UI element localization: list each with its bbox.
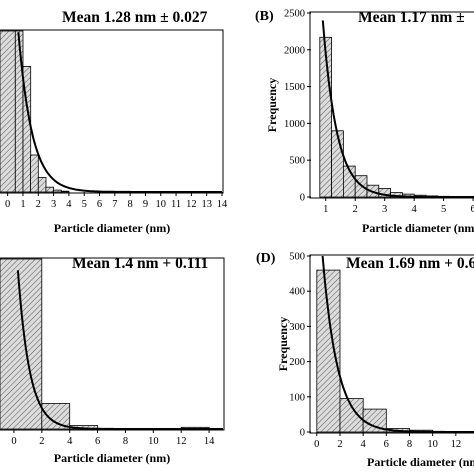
- histogram-bar: [30, 154, 39, 193]
- x-tick-label: 4: [66, 199, 72, 210]
- panel-b-bars: [319, 36, 462, 198]
- panel-a-title: Mean 1.28 nm ± 0.027: [62, 9, 208, 26]
- histogram-bar: [339, 398, 364, 433]
- y-tick-label: 1500: [284, 82, 305, 93]
- x-tick-label: 5: [441, 204, 446, 215]
- histogram-bar: [37, 177, 47, 193]
- histogram-bar: [316, 269, 341, 433]
- y-tick-label: 300: [289, 322, 305, 333]
- panel-b-y-ticks: 0 500 1000 1500 2000 2500: [284, 9, 311, 204]
- y-tick-label: 2000: [284, 45, 305, 56]
- x-tick-label: 10: [427, 439, 438, 450]
- panel-a-frame: [0, 29, 224, 194]
- x-tick-label: 2: [36, 199, 41, 210]
- x-tick-label: 4: [412, 204, 418, 215]
- panel-c-fit-curve: [16, 270, 223, 430]
- x-tick-label: 12: [176, 436, 187, 447]
- histogram-bar: [331, 130, 344, 198]
- panel-c-bars: [0, 258, 210, 430]
- y-tick-label: 0: [300, 428, 305, 439]
- x-tick-label: 8: [123, 436, 128, 447]
- x-tick-label: 4: [67, 436, 73, 447]
- x-tick-label: 2: [353, 204, 358, 215]
- y-tick-label: 2500: [284, 9, 305, 20]
- y-tick-label: 100: [289, 392, 305, 403]
- x-tick-label: 14: [217, 199, 228, 210]
- panel-b-x-ticks: 1 2 3 4 5 6: [323, 197, 474, 215]
- x-tick-label: 4: [361, 439, 367, 450]
- panel-d-frame: [309, 254, 474, 434]
- x-tick-label: 14: [204, 436, 215, 447]
- panel-b-title: Mean 1.17 nm ±: [358, 9, 465, 26]
- panel-d-fit-curve: [321, 255, 474, 433]
- x-tick-label: 7: [112, 199, 117, 210]
- panel-b: (B) Mean 1.17 nm ± 05001000150020002500 …: [255, 9, 474, 235]
- y-tick-label: 200: [289, 357, 305, 368]
- panel-a-x-ticks: 0 1 2 3 4 5 6 7 8 9 10 11 12 13 14: [5, 192, 228, 210]
- panel-b-xlabel: Particle diameter (nm: [362, 221, 474, 235]
- x-tick-label: 2: [337, 439, 342, 450]
- panel-b-ylabel: Frequency: [265, 78, 279, 132]
- x-tick-label: 3: [51, 199, 56, 210]
- x-tick-label: 9: [143, 199, 148, 210]
- panel-a-bars: [0, 30, 70, 193]
- panel-b-frame: [309, 11, 474, 199]
- x-tick-label: 8: [407, 439, 412, 450]
- y-tick-label: 500: [289, 156, 305, 167]
- panel-c-frame: [0, 257, 225, 431]
- histogram-bar: [60, 190, 70, 193]
- x-tick-label: 3: [382, 204, 387, 215]
- x-tick-label: 8: [128, 199, 133, 210]
- panel-b-fit-curve: [321, 20, 474, 198]
- panel-d-bars: [316, 269, 434, 433]
- x-tick-label: 6: [470, 204, 474, 215]
- histogram-bar: [0, 30, 16, 193]
- x-tick-label: 0: [314, 439, 319, 450]
- x-tick-label: 11: [171, 199, 181, 210]
- x-tick-label: 13: [201, 199, 212, 210]
- panel-d-ylabel: Frequency: [276, 317, 290, 371]
- histogram-bar: [45, 186, 55, 193]
- x-tick-label: 5: [82, 199, 87, 210]
- y-tick-label: 1000: [284, 119, 305, 130]
- y-tick-label: 0: [300, 193, 305, 204]
- x-tick-label: 10: [148, 436, 159, 447]
- y-tick-label: 500: [289, 252, 305, 263]
- x-tick-label: 0: [11, 436, 16, 447]
- histogram-bar: [0, 258, 43, 430]
- x-tick-label: 2: [39, 436, 44, 447]
- panel-c-x-ticks: 0 2 4 6 8 10 12 14: [11, 429, 215, 447]
- x-tick-label: 6: [95, 436, 100, 447]
- panel-c-xlabel: Particle diameter (nm): [54, 451, 170, 465]
- panel-d-xlabel: Particle diameter (nm: [367, 455, 474, 469]
- panel-a-xlabel: Particle diameter (nm): [54, 221, 170, 235]
- panel-d-y-ticks: 0 100 200 300 400 500: [289, 252, 311, 439]
- panel-c: Mean 1.4 nm + 0.111 0 2 4 6 8 10 12 14 Particle…: [0, 255, 225, 465]
- histogram-bar: [14, 30, 24, 193]
- panel-b-label: (B): [255, 9, 274, 24]
- panel-d-title: Mean 1.69 nm + 0.6: [346, 255, 474, 272]
- x-tick-label: 1: [323, 204, 328, 215]
- x-tick-label: 6: [97, 199, 102, 210]
- x-tick-label: 12: [451, 439, 462, 450]
- panel-a: Mean 1.28 nm ± 0.027 0 1 2 3 4 5 6 7 8 9 10 11 12 13 1…: [0, 9, 228, 235]
- x-tick-label: 0: [5, 199, 10, 210]
- panel-d-label: (D): [256, 251, 276, 266]
- panel-a-fit-curve: [17, 32, 222, 193]
- panel-c-title: Mean 1.4 nm + 0.111: [72, 255, 208, 272]
- y-tick-label: 400: [289, 287, 305, 298]
- x-tick-label: 10: [156, 199, 167, 210]
- x-tick-label: 12: [186, 199, 197, 210]
- x-tick-label: 1: [20, 199, 25, 210]
- histogram-bar: [53, 189, 62, 193]
- x-tick-label: 6: [384, 439, 389, 450]
- panel-d: (D) Mean 1.69 nm + 0.6 0100200300400500 …: [256, 251, 474, 469]
